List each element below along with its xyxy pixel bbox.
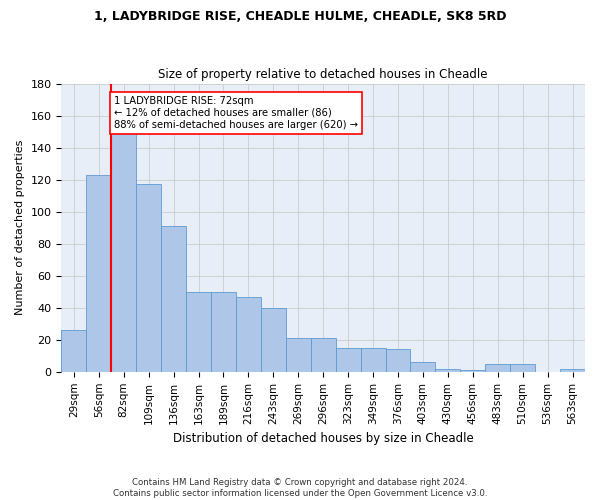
Bar	[286, 338, 311, 372]
Bar	[86, 175, 111, 372]
Bar	[560, 368, 585, 372]
Bar	[311, 338, 335, 372]
Bar	[485, 364, 510, 372]
Bar	[161, 226, 186, 372]
Bar	[335, 348, 361, 372]
Bar	[236, 296, 261, 372]
Bar	[386, 350, 410, 372]
Bar	[460, 370, 485, 372]
Bar	[186, 292, 211, 372]
Bar	[111, 133, 136, 372]
Bar	[211, 292, 236, 372]
Bar	[436, 368, 460, 372]
Title: Size of property relative to detached houses in Cheadle: Size of property relative to detached ho…	[158, 68, 488, 81]
Bar	[510, 364, 535, 372]
Bar	[361, 348, 386, 372]
Text: 1, LADYBRIDGE RISE, CHEADLE HULME, CHEADLE, SK8 5RD: 1, LADYBRIDGE RISE, CHEADLE HULME, CHEAD…	[94, 10, 506, 23]
Bar	[61, 330, 86, 372]
Y-axis label: Number of detached properties: Number of detached properties	[15, 140, 25, 316]
Text: 1 LADYBRIDGE RISE: 72sqm
← 12% of detached houses are smaller (86)
88% of semi-d: 1 LADYBRIDGE RISE: 72sqm ← 12% of detach…	[114, 96, 358, 130]
Bar	[410, 362, 436, 372]
Bar	[136, 184, 161, 372]
Bar	[261, 308, 286, 372]
Text: Contains HM Land Registry data © Crown copyright and database right 2024.
Contai: Contains HM Land Registry data © Crown c…	[113, 478, 487, 498]
X-axis label: Distribution of detached houses by size in Cheadle: Distribution of detached houses by size …	[173, 432, 473, 445]
